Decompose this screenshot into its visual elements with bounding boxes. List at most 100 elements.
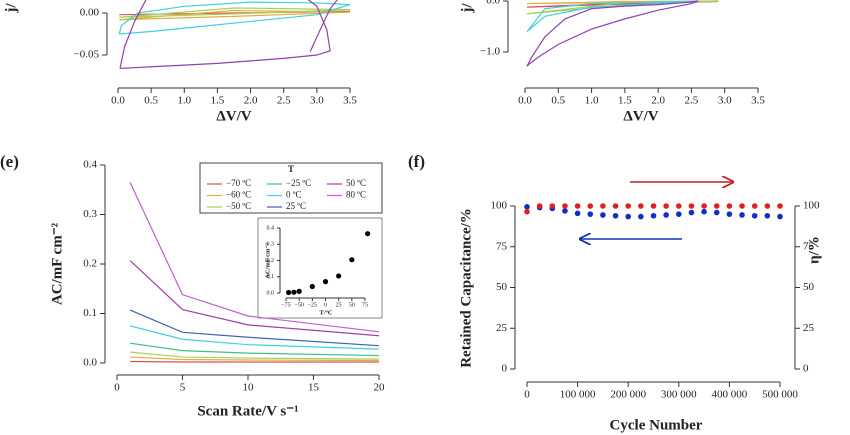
point — [676, 203, 682, 209]
y-tick-label: 0.2 — [83, 258, 97, 270]
y-axis-label: Retained Capacitance/% — [458, 208, 474, 368]
point — [751, 203, 758, 209]
x-tick-label: 10 — [243, 382, 255, 394]
point — [309, 283, 315, 290]
legend-label: −60 ºC — [226, 190, 251, 200]
y-tick-label: 0.00 — [80, 7, 100, 19]
point — [524, 208, 530, 215]
y-axis-label: AC/mF cm⁻² — [264, 243, 271, 279]
point — [600, 212, 606, 218]
x-tick-label: 0 — [324, 302, 327, 308]
series-line — [129, 182, 380, 333]
point — [638, 213, 644, 220]
y-tick-label: 0.0 — [83, 357, 97, 369]
legend-box — [199, 162, 383, 214]
point — [713, 209, 720, 216]
x-tick-label: 0.5 — [551, 95, 565, 107]
point — [663, 212, 669, 218]
x-tick-label: 20 — [374, 382, 386, 394]
y-tick-label: 0.3 — [83, 208, 97, 220]
series-line — [118, 1, 351, 35]
series-line — [119, 9, 351, 21]
point — [625, 203, 631, 209]
y-tick-label: 0 — [502, 363, 508, 375]
point — [663, 203, 669, 209]
legend-label: 0 ºC — [286, 190, 302, 200]
x-tick-label: 1.0 — [177, 95, 191, 107]
x-tick-label: 500 000 — [762, 389, 798, 401]
legend-label: 80 ºC — [346, 190, 366, 200]
series-line — [130, 351, 380, 360]
x-tick-label: −25 — [308, 302, 317, 308]
y-tick-label: 50 — [803, 281, 815, 293]
y-tick-label: 75 — [496, 240, 508, 252]
point — [638, 203, 644, 209]
point — [625, 213, 631, 220]
inset-box — [257, 217, 383, 319]
point — [726, 203, 733, 209]
point — [365, 231, 371, 237]
legend-title: T — [288, 164, 294, 174]
y-tick-label: 0.4 — [267, 225, 275, 231]
point — [739, 212, 745, 218]
point — [777, 203, 783, 209]
y-tick-label: −1.0 — [480, 46, 500, 58]
x-tick-label: 5 — [180, 382, 186, 394]
series-line — [119, 7, 351, 18]
point — [777, 213, 783, 220]
x-tick-label: 0 — [114, 382, 120, 394]
x-tick-label: 200 000 — [610, 389, 646, 401]
y-tick-label: 50 — [496, 281, 508, 293]
series-line — [130, 342, 380, 357]
point — [650, 203, 657, 209]
x-tick-label: 2.0 — [651, 95, 665, 107]
y-tick-label: 0.3 — [267, 242, 275, 248]
point — [587, 211, 594, 217]
point — [764, 212, 771, 219]
y-tick-label: 0.2 — [267, 258, 275, 264]
x-axis-label: Cycle Number — [610, 417, 703, 433]
point — [349, 257, 355, 263]
x-tick-label: 1.5 — [211, 95, 225, 107]
point — [549, 203, 556, 209]
x-tick-label: 300 000 — [661, 389, 697, 401]
x-tick-label: 3.5 — [751, 95, 765, 107]
x-tick-label: 2.5 — [277, 95, 291, 107]
point — [688, 209, 695, 216]
y-tick-label: −0.05 — [74, 49, 100, 61]
x-tick-label: −75 — [281, 302, 290, 308]
point — [562, 203, 568, 209]
point — [612, 203, 619, 209]
y-tick-label: 25 — [803, 322, 815, 334]
x-tick-label: 50 — [349, 302, 355, 308]
point — [701, 203, 707, 209]
x-tick-label: 0.0 — [518, 95, 532, 107]
point — [701, 208, 707, 215]
series-line — [526, 0, 699, 67]
legend-label: −25 ºC — [286, 178, 311, 188]
y-tick-label: 75 — [803, 240, 815, 252]
point — [322, 279, 329, 285]
series-line — [129, 309, 380, 347]
x-tick-label: 75 — [362, 302, 368, 308]
y-tick-label: 25 — [496, 322, 508, 334]
x-tick-label: 3.0 — [718, 95, 732, 107]
series-line — [526, 0, 719, 15]
x-axis-label: ΔV/V — [216, 108, 251, 124]
x-tick-label: 2.0 — [244, 95, 258, 107]
point — [574, 203, 581, 209]
point — [612, 212, 619, 219]
point — [726, 211, 733, 217]
y-tick-label: 0.0 — [267, 290, 275, 296]
y-axis-label: j/ — [3, 3, 19, 14]
y-axis-label: AC/mF cm⁻² — [49, 222, 65, 305]
x-tick-label: 3.5 — [343, 95, 357, 107]
point — [336, 273, 342, 279]
legend-label: 25 ºC — [286, 201, 306, 211]
y-axis-label: j/ — [459, 3, 475, 14]
x-tick-label: 0 — [524, 389, 530, 401]
point — [650, 212, 657, 219]
x-tick-label: 3.0 — [310, 95, 324, 107]
x-tick-label: 1.5 — [618, 95, 632, 107]
